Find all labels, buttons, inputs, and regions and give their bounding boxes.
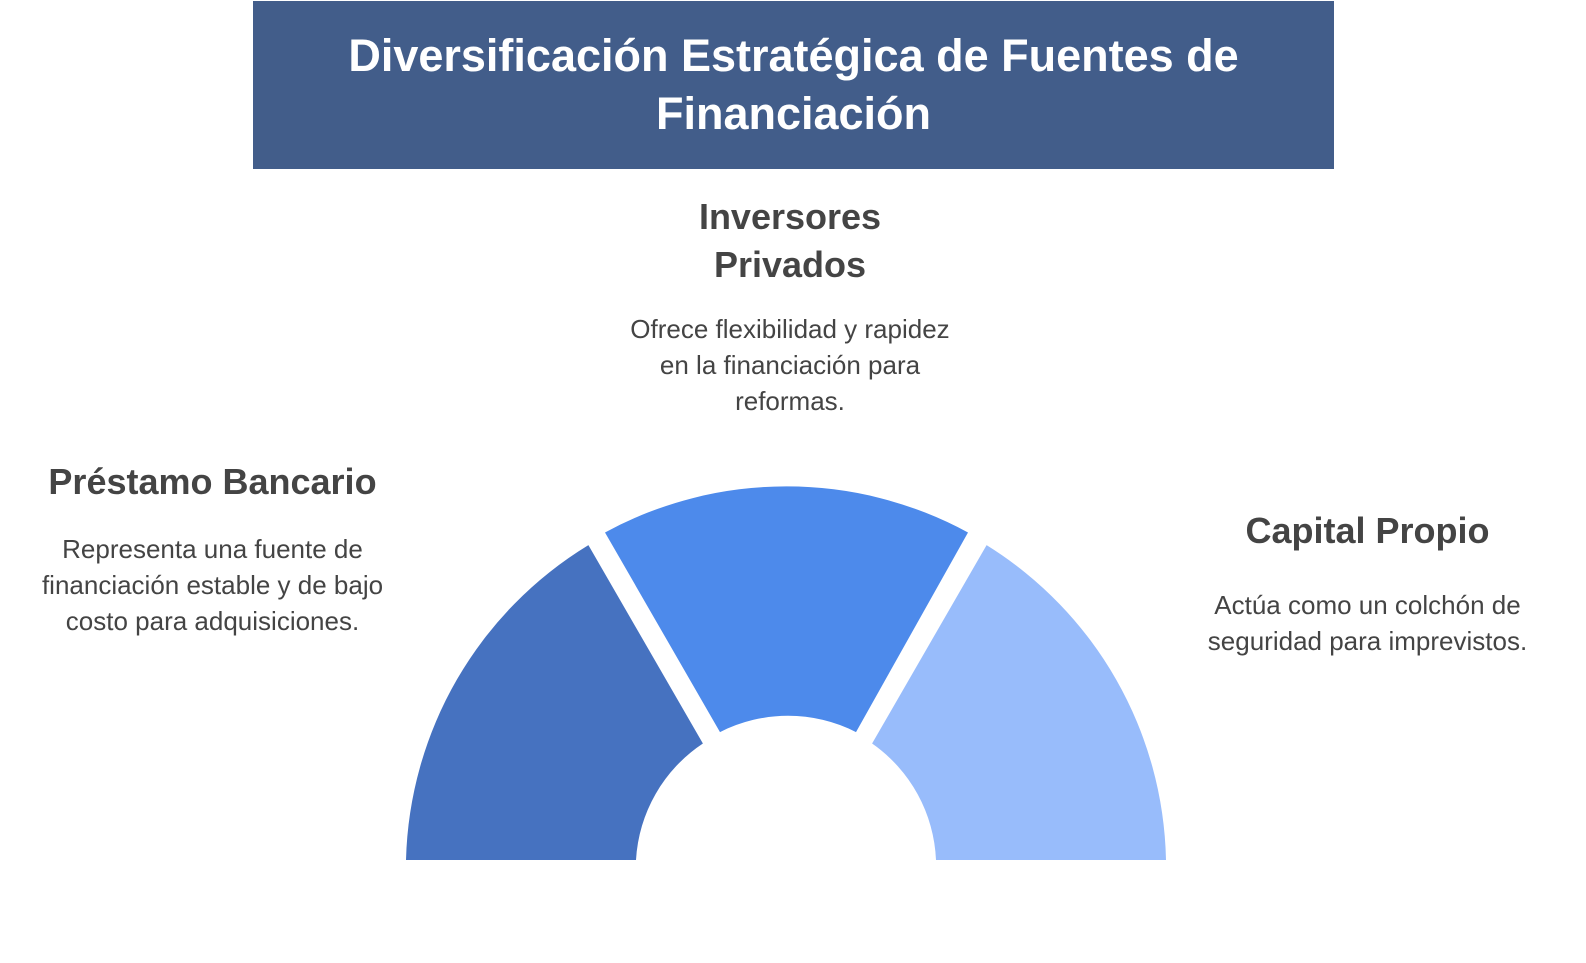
segment-prestamo-bancario [406,545,703,860]
segment-capital-propio [872,545,1166,860]
title-banner: Diversificación Estratégica de Fuentes d… [253,1,1334,169]
prestamo-bancario-heading: Préstamo Bancario [48,461,377,502]
inversores-privados-block: Inversores Privados Ofrece flexibilidad … [630,193,950,419]
capital-propio-description: Actúa como un colchón de seguridad para … [1207,590,1528,656]
capital-propio-heading: Capital Propio [1245,510,1490,551]
prestamo-bancario-description: Representa una fuente de financiación es… [41,534,384,636]
inversores-privados-description: Ofrece flexibilidad y rapidez en la fina… [630,314,950,416]
diagram-title: Diversificación Estratégica de Fuentes d… [348,30,1239,139]
inversores-privados-heading: Inversores Privados [698,196,882,285]
capital-propio-block: Capital Propio Actúa como un colchón de … [1190,507,1545,659]
prestamo-bancario-block: Préstamo Bancario Representa una fuente … [40,458,385,639]
segment-inversores-privados [605,486,968,733]
